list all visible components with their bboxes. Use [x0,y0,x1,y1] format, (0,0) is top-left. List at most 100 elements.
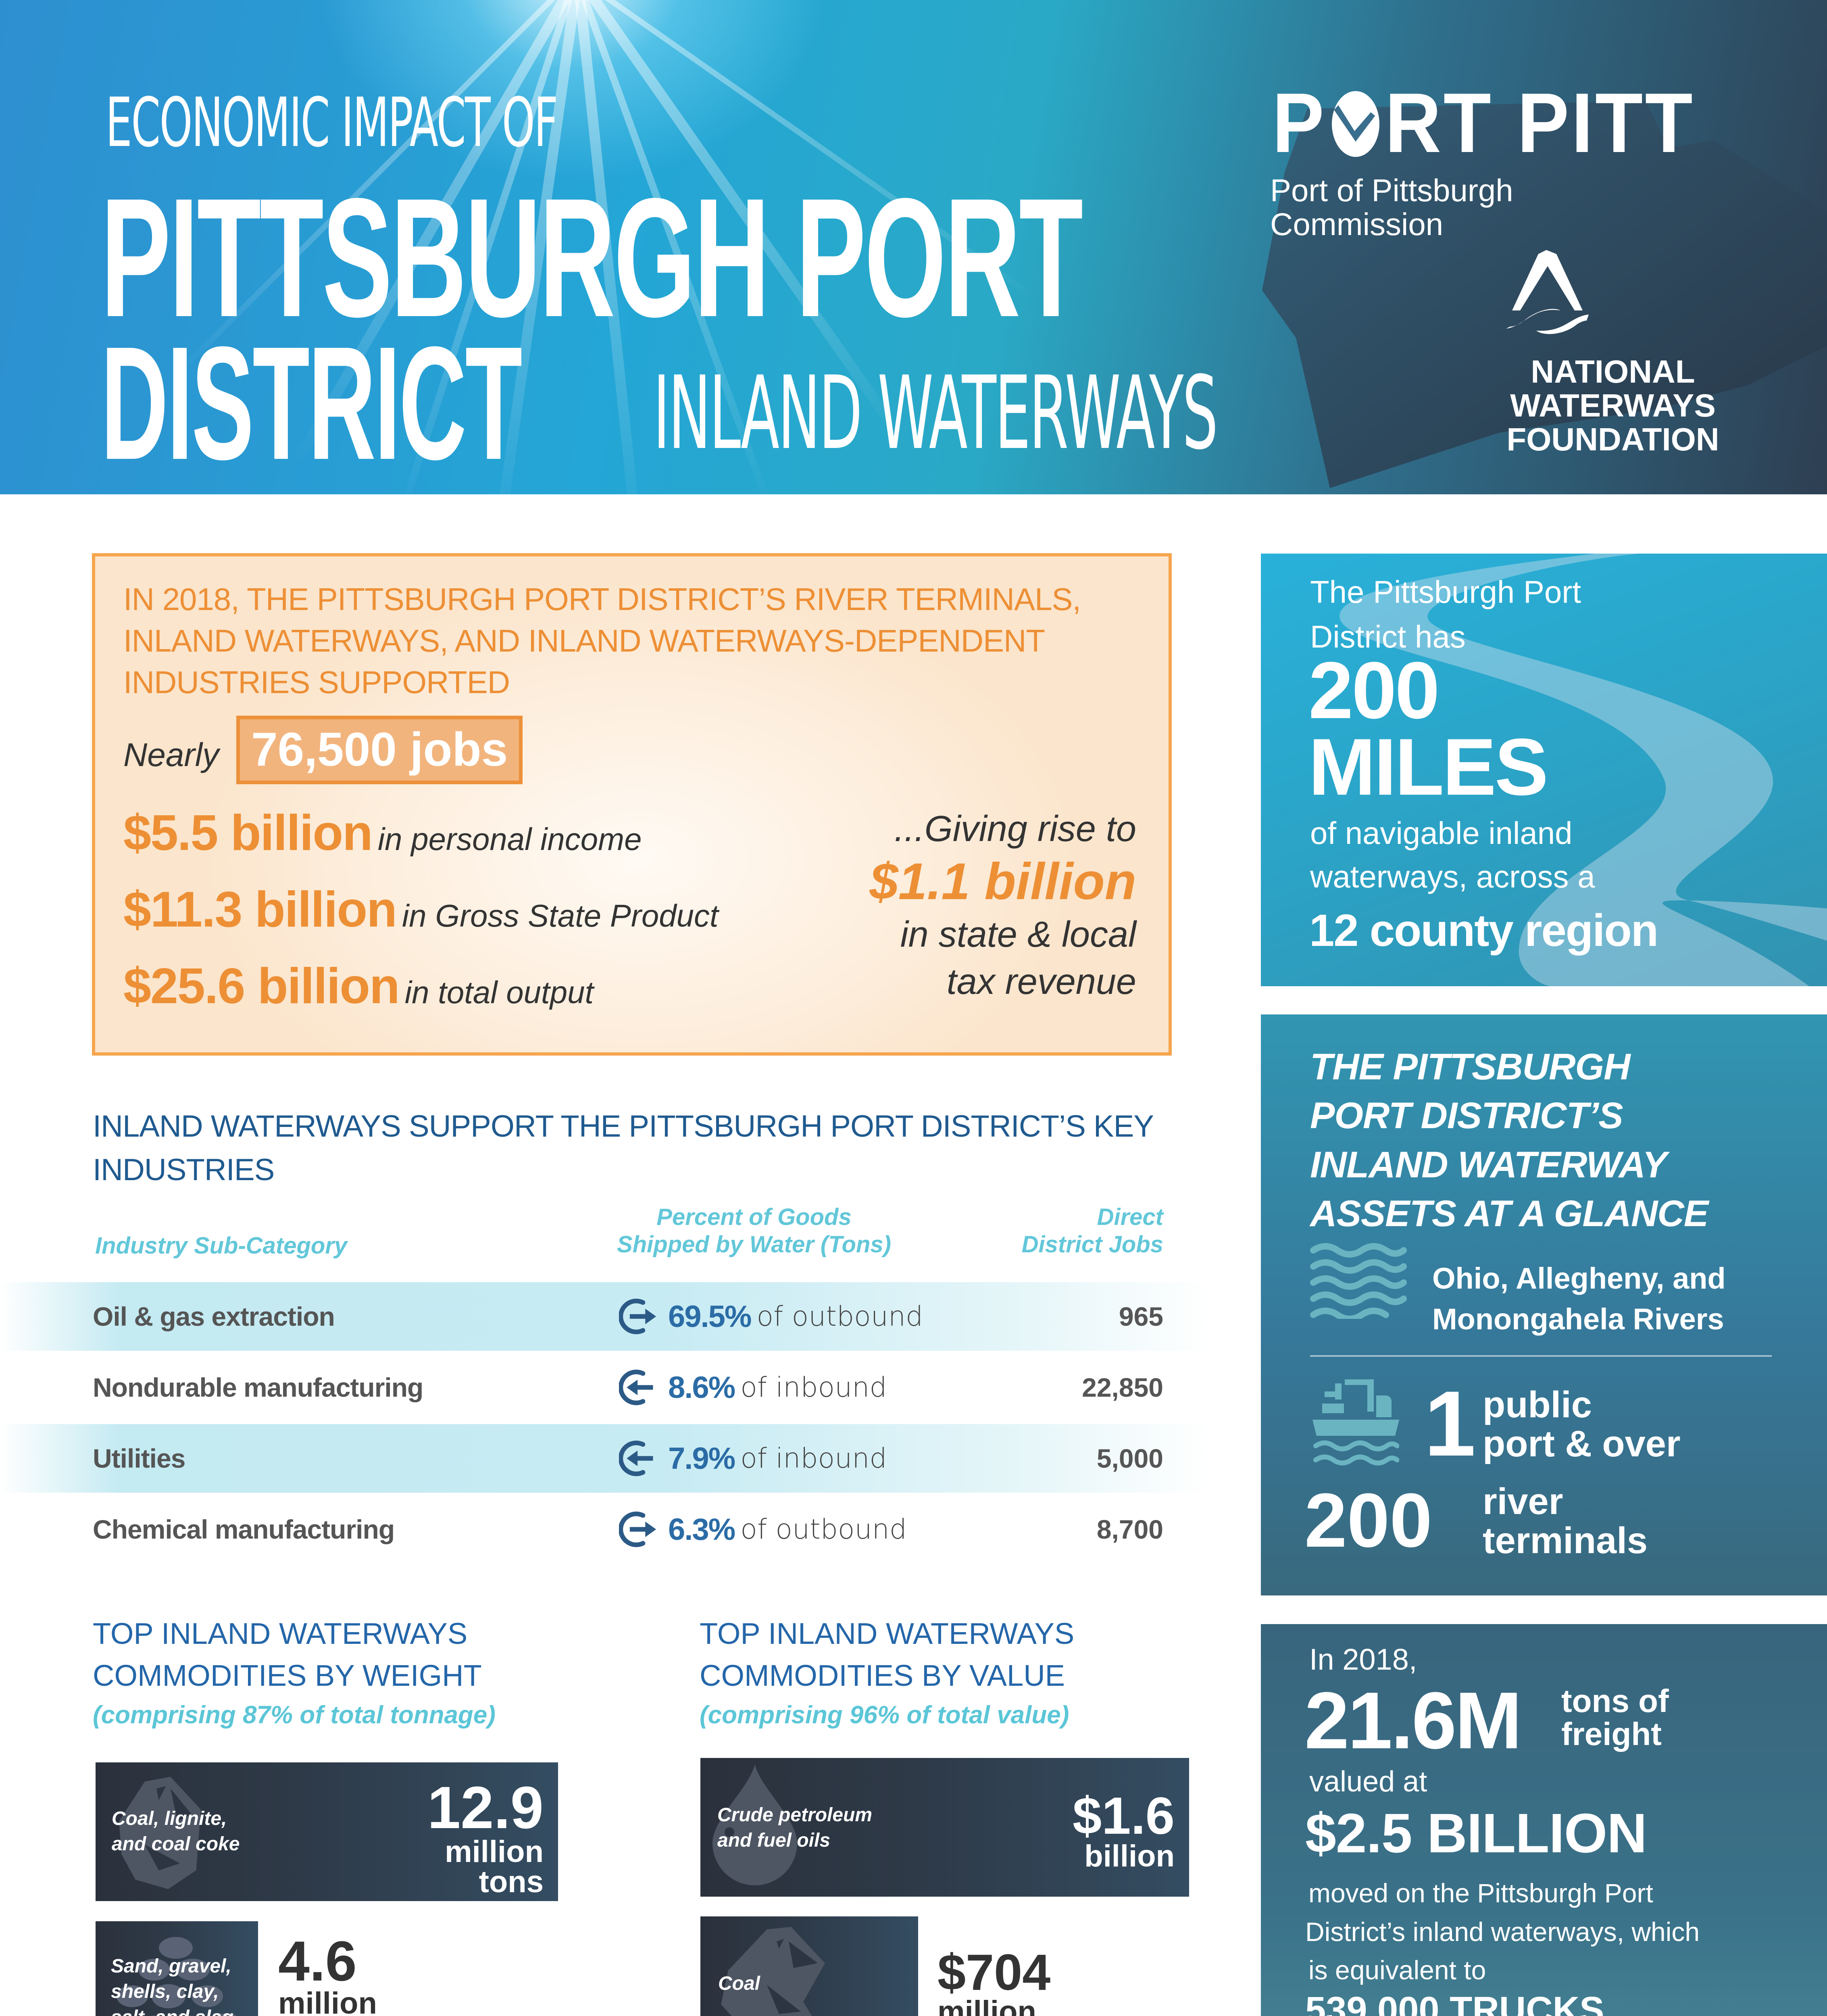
col-header-category: Industry Sub-Category [95,1233,348,1259]
row-percent: 8.6% of inbound [619,1353,887,1422]
miles-callout-box: The Pittsburgh Port District has 200 MIL… [1261,554,1827,986]
jobs-badge: 76,500 jobs [236,716,523,784]
value-bar-label: Crude petroleum and fuel oils [717,1802,872,1854]
table-row: Utilities 7.9% of inbound 5,000 [0,1424,1210,1493]
stat-personal-income: $5.5 billion in personal income [123,804,642,862]
label-line: and coal coke [112,1833,240,1855]
value-title-line1: TOP INLAND WATERWAYS [700,1617,1075,1650]
weight-section-subtitle: (comprising 87% of total tonnage) [93,1701,496,1729]
terminal-line2: terminals [1483,1520,1648,1561]
value-unit: million [937,1995,1036,2016]
tax-value: $1.1 billion [869,852,1137,910]
row-percent-direction: of inbound [740,1371,887,1404]
row-industry-name: Nondurable manufacturing [93,1372,423,1402]
weight-section-title: TOP INLAND WATERWAYS COMMODITIES BY WEIG… [93,1613,482,1696]
row-percent-value: 6.3% [668,1512,735,1547]
terminal-line1: river [1483,1481,1563,1522]
stat-label: in personal income [377,821,642,857]
freight-value: $2.5 BILLION [1305,1802,1647,1864]
portpitt-o-mark-icon [1328,88,1383,158]
value-unit: million [278,1986,377,2016]
coal-icon [721,1927,825,2016]
row-percent-direction: of outbound [756,1300,923,1333]
weight-bar-value: 12.9 million tons [427,1774,544,1897]
header-eyebrow: ECONOMIC IMPACT OF [106,83,558,162]
miles-number: 200 [1308,646,1440,735]
value-bar-coal: Coal [700,1916,918,2016]
stat-label: in Gross State Product [402,898,719,933]
row-percent: 6.3% of outbound [619,1495,907,1564]
tons-line1: tons of [1561,1683,1669,1719]
value-number: 4.6 [278,1929,357,1993]
stat-gross-state-product: $11.3 billion in Gross State Product [123,881,719,938]
row-jobs: 22,850 [1082,1372,1163,1402]
stat-value: $11.3 billion [123,882,397,937]
value-section-subtitle: (comprising 96% of total value) [700,1701,1069,1729]
header-banner: ECONOMIC IMPACT OF PITTSBURGH PORT DISTR… [0,0,1827,494]
economic-summary-box: IN 2018, THE PITTSBURGH PORT DISTRICT’S … [92,553,1172,1056]
row-percent-direction: of outbound [740,1513,907,1545]
value-unit: million [445,1835,544,1869]
miles-region: 12 county region [1309,905,1658,956]
tax-revenue-callout: ...Giving rise to $1.1 billion in state … [806,806,1137,1006]
portpitt-subtitle: Port of Pittsburgh Commission [1270,173,1513,242]
terminal-count: 200 [1304,1478,1433,1563]
label-line: shells, clay, [111,1981,219,2003]
col-header-jobs: Direct District Jobs [960,1204,1163,1259]
assets-callout-box: THE PITTSBURGH PORT DISTRICT’S INLAND WA… [1261,1014,1827,1595]
miles-desc-line1: of navigable inland [1310,815,1573,851]
industries-title: INLAND WATERWAYS SUPPORT THE PITTSBURGH … [93,1109,1154,1187]
weight-title-line2: COMMODITIES BY WEIGHT [93,1658,482,1692]
waves-icon [1310,1243,1407,1319]
assets-title-line1: THE PITTSBURGH [1310,1046,1631,1087]
value-number: 12.9 [427,1774,544,1841]
portpitt-logo: P RT PITT [1272,81,1695,165]
label-line: Coal, lignite, [112,1808,227,1829]
moved-line2: District’s inland waterways, which [1305,1916,1700,1947]
stat-label: in total output [404,975,594,1010]
col-header-jobs-line1: Direct [1097,1204,1163,1230]
nwf-line3: FOUNDATION [1506,421,1719,457]
rivers-line2: Monongahela Rivers [1432,1302,1724,1336]
portpitt-subtitle-line1: Port of Pittsburgh [1270,173,1513,208]
row-industry-name: Utilities [93,1443,185,1473]
table-row: Nondurable manufacturing 8.6% of inbound… [0,1353,1210,1422]
freight-year-intro: In 2018, [1309,1643,1417,1676]
label-line: Crude petroleum [717,1804,873,1826]
jobs-prefix: Nearly [123,737,219,773]
stat-total-output: $25.6 billion in total output [123,958,594,1015]
freight-callout-box: In 2018, 21.6M tons of freight valued at… [1261,1624,1827,2016]
weight-title-line1: TOP INLAND WATERWAYS [93,1617,468,1650]
oil-drop-icon [712,1764,797,1885]
moved-line1: moved on the Pittsburgh Port [1308,1878,1653,1908]
rivers-text: Ohio, Allegheny, and Monongahela Rivers [1432,1258,1726,1339]
ship-icon [1312,1379,1399,1466]
weight-bar-coal: Coal, lignite, and coal coke 12.9 millio… [96,1762,558,1901]
value-value-coal: $704 million [937,1947,1050,2016]
nwf-line1: NATIONAL [1531,354,1695,389]
rivers-line1: Ohio, Allegheny, and [1432,1262,1726,1295]
col-header-jobs-line2: District Jobs [1021,1231,1163,1258]
row-percent: 7.9% of inbound [619,1424,887,1493]
tax-intro: ...Giving rise to [894,809,1136,849]
coal-icon [119,1776,201,1889]
miles-intro-line1: The Pittsburgh Port [1310,574,1581,610]
portpitt-subtitle-line2: Commission [1270,206,1444,242]
row-percent-value: 8.6% [668,1370,735,1405]
stat-value: $5.5 billion [123,805,373,861]
nwf-logo-text: NATIONAL WATERWAYS FOUNDATION [1468,355,1758,456]
header-title-line2: DISTRICT [101,313,522,493]
label-line: Sand, gravel, [111,1956,231,1977]
moved-line3: is equivalent to [1308,1955,1486,1985]
gravel-icon [116,1937,237,2016]
freight-tons-value: 21.6M [1304,1676,1522,1766]
assets-title-line3: INLAND WATERWAY [1310,1144,1667,1185]
tons-line2: freight [1561,1716,1662,1752]
row-jobs: 965 [1119,1302,1163,1331]
stat-value: $25.6 billion [123,958,400,1014]
row-jobs: 5,000 [1096,1443,1163,1473]
col-header-percent-line1: Percent of Goods [656,1204,852,1230]
tax-label-line1: in state & local [900,914,1136,955]
nwf-line2: WATERWAYS [1510,387,1716,423]
freight-tons-label: tons of freight [1561,1685,1669,1750]
